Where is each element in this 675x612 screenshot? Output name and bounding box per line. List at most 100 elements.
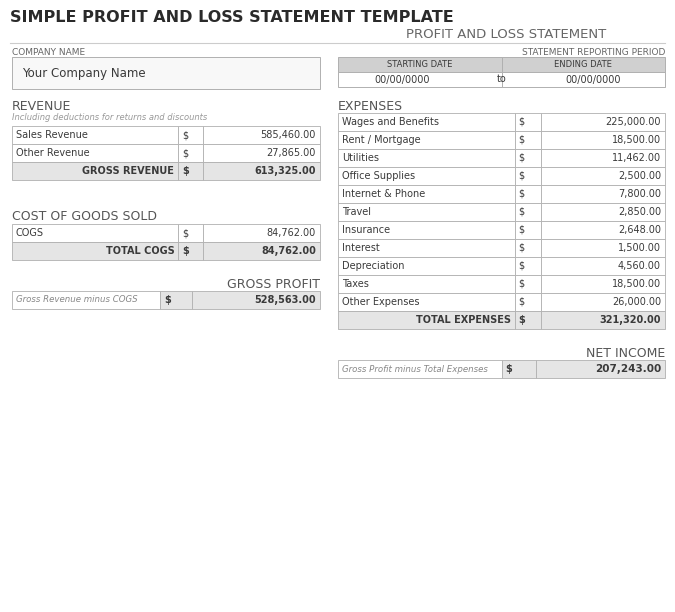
Text: PROFIT AND LOSS STATEMENT: PROFIT AND LOSS STATEMENT (406, 28, 606, 41)
Text: REVENUE: REVENUE (12, 100, 72, 113)
Bar (178, 162, 203, 180)
Bar (541, 239, 665, 257)
Bar (192, 291, 320, 309)
Text: 84,762.00: 84,762.00 (267, 228, 316, 238)
Bar (514, 221, 541, 239)
Text: 613,325.00: 613,325.00 (254, 166, 316, 176)
Bar (514, 149, 541, 167)
Text: Travel: Travel (342, 207, 371, 217)
Bar (541, 293, 665, 311)
Text: EXPENSES: EXPENSES (338, 100, 403, 113)
Bar (514, 293, 541, 311)
Bar (203, 126, 320, 144)
Text: 84,762.00: 84,762.00 (261, 246, 316, 256)
Bar (203, 242, 320, 260)
Text: $: $ (182, 246, 189, 256)
Text: Including deductions for returns and discounts: Including deductions for returns and dis… (12, 113, 207, 122)
Bar (338, 149, 514, 167)
Text: to: to (497, 75, 506, 84)
Text: TOTAL COGS: TOTAL COGS (105, 246, 174, 256)
Text: 1,500.00: 1,500.00 (618, 243, 661, 253)
Text: 225,000.00: 225,000.00 (605, 117, 661, 127)
Text: Rent / Mortgage: Rent / Mortgage (342, 135, 421, 145)
Text: 27,865.00: 27,865.00 (267, 148, 316, 158)
Text: Other Revenue: Other Revenue (16, 148, 90, 158)
Text: Insurance: Insurance (342, 225, 390, 235)
Bar (541, 185, 665, 203)
Bar (338, 360, 502, 378)
Text: 2,500.00: 2,500.00 (618, 171, 661, 181)
Text: SIMPLE PROFIT AND LOSS STATEMENT TEMPLATE: SIMPLE PROFIT AND LOSS STATEMENT TEMPLAT… (10, 10, 454, 25)
Text: $: $ (518, 135, 524, 145)
Bar (338, 311, 514, 329)
Bar (514, 257, 541, 275)
Bar (338, 57, 502, 72)
Text: COST OF GOODS SOLD: COST OF GOODS SOLD (12, 210, 157, 223)
Text: $: $ (182, 166, 189, 176)
Bar (178, 126, 203, 144)
Text: $: $ (164, 295, 171, 305)
Text: $: $ (518, 153, 524, 163)
Text: 00/00/0000: 00/00/0000 (374, 75, 429, 84)
Text: COMPANY NAME: COMPANY NAME (12, 48, 85, 57)
Bar (514, 239, 541, 257)
Bar (12, 57, 320, 89)
Bar (514, 167, 541, 185)
Bar (160, 291, 192, 309)
Text: Internet & Phone: Internet & Phone (342, 189, 425, 199)
Text: $: $ (518, 189, 524, 199)
Text: $: $ (518, 171, 524, 181)
Text: GROSS PROFIT: GROSS PROFIT (227, 278, 320, 291)
Bar (541, 113, 665, 131)
Bar (541, 311, 665, 329)
Text: $: $ (518, 315, 525, 325)
Bar (541, 221, 665, 239)
Text: Other Expenses: Other Expenses (342, 297, 419, 307)
Text: TOTAL EXPENSES: TOTAL EXPENSES (416, 315, 510, 325)
Bar (541, 275, 665, 293)
Bar (338, 185, 514, 203)
Bar (338, 113, 514, 131)
Bar (502, 72, 665, 87)
Bar (178, 224, 203, 242)
Bar (338, 257, 514, 275)
Text: $: $ (182, 130, 188, 140)
Bar (514, 131, 541, 149)
Bar (514, 185, 541, 203)
Bar (514, 113, 541, 131)
Text: Your Company Name: Your Company Name (22, 67, 146, 80)
Text: STATEMENT REPORTING PERIOD: STATEMENT REPORTING PERIOD (522, 48, 665, 57)
Text: $: $ (518, 207, 524, 217)
Bar (502, 360, 535, 378)
Text: $: $ (518, 243, 524, 253)
Bar (178, 144, 203, 162)
Bar (338, 167, 514, 185)
Text: ENDING DATE: ENDING DATE (554, 60, 612, 69)
Text: $: $ (518, 225, 524, 235)
Text: 321,320.00: 321,320.00 (599, 315, 661, 325)
Bar (338, 293, 514, 311)
Text: GROSS REVENUE: GROSS REVENUE (82, 166, 174, 176)
Bar (541, 203, 665, 221)
Text: 00/00/0000: 00/00/0000 (566, 75, 621, 84)
Text: Gross Profit minus Total Expenses: Gross Profit minus Total Expenses (342, 365, 488, 373)
Text: $: $ (518, 297, 524, 307)
Text: Wages and Benefits: Wages and Benefits (342, 117, 439, 127)
Bar (203, 144, 320, 162)
Text: 4,560.00: 4,560.00 (618, 261, 661, 271)
Text: COGS: COGS (16, 228, 44, 238)
Text: NET INCOME: NET INCOME (586, 347, 665, 360)
Text: Interest: Interest (342, 243, 380, 253)
Bar (338, 203, 514, 221)
Text: 18,500.00: 18,500.00 (612, 279, 661, 289)
Text: 18,500.00: 18,500.00 (612, 135, 661, 145)
Text: Taxes: Taxes (342, 279, 369, 289)
Text: 2,648.00: 2,648.00 (618, 225, 661, 235)
Text: Gross Revenue minus COGS: Gross Revenue minus COGS (16, 296, 138, 305)
Bar (535, 360, 665, 378)
Bar (12, 162, 178, 180)
Bar (12, 126, 178, 144)
Bar (541, 167, 665, 185)
Text: Office Supplies: Office Supplies (342, 171, 415, 181)
Bar (541, 149, 665, 167)
